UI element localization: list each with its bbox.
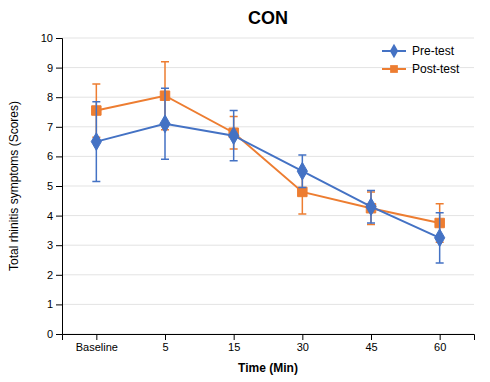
line: [96, 96, 439, 223]
y-tick-label: 0: [47, 328, 53, 340]
marker: [297, 162, 307, 180]
y-tick-mark: [56, 127, 62, 128]
x-tick: Baseline: [76, 334, 118, 353]
x-tick-mark: [96, 334, 97, 340]
x-tick: 45: [365, 334, 377, 353]
x-tick-mark: [165, 334, 166, 340]
x-tick-mark: [302, 334, 303, 340]
y-tick-mark: [56, 275, 62, 276]
y-axis: 0 1 2 3 4 5 6 7 8 9 10: [41, 32, 63, 340]
x-tick: 5: [162, 334, 168, 353]
marks: [91, 62, 445, 263]
y-tick-mark: [56, 216, 62, 217]
legend: Pre-test Post-test: [382, 44, 460, 76]
grid-line: [62, 97, 474, 98]
series: [91, 88, 445, 263]
plot: 012345678910Baseline515304560Pre-testPos…: [41, 32, 475, 353]
grid-line: [62, 156, 474, 157]
x-tick-label: Baseline: [76, 341, 118, 353]
grid-line: [62, 245, 474, 246]
x-tick-label: 45: [365, 341, 377, 353]
x-tick-label: 15: [228, 341, 240, 353]
y-tick: 9: [47, 62, 62, 74]
grid-line: [62, 126, 474, 127]
y-tick-label: 2: [47, 269, 53, 281]
y-tick-label: 3: [47, 239, 53, 251]
x-tick-label: 5: [162, 341, 168, 353]
marker: [298, 187, 307, 196]
y-tick-mark: [56, 334, 62, 335]
grid-line: [62, 38, 474, 39]
x-axis-line: [63, 335, 475, 341]
y-tick: 5: [47, 180, 62, 192]
y-tick: 2: [47, 269, 62, 281]
marker: [366, 198, 376, 216]
y-axis-title: Total rhinitis symptoms (Scores): [7, 101, 21, 271]
x-tick-label: 60: [434, 341, 446, 353]
y-tick-label: 8: [47, 91, 53, 103]
series: [92, 62, 445, 243]
y-tick-label: 5: [47, 180, 53, 192]
x-tick: 60: [434, 334, 446, 353]
legend-marker: [390, 44, 398, 58]
y-tick-mark: [56, 97, 62, 98]
x-axis-title: Time (Min): [238, 361, 298, 375]
marker: [229, 127, 239, 145]
marker: [435, 229, 445, 247]
y-tick-mark: [56, 156, 62, 157]
y-tick-mark: [56, 38, 62, 39]
y-tick-label: 10: [41, 32, 53, 44]
y-tick-label: 7: [47, 121, 53, 133]
y-tick-mark: [56, 186, 62, 187]
x-tick: 30: [297, 334, 309, 353]
legend-marker: [390, 65, 398, 73]
grid-line: [62, 215, 474, 216]
legend-item: Post-test: [382, 62, 460, 76]
grid: [62, 38, 474, 334]
marker: [91, 133, 101, 151]
title: CON: [248, 8, 288, 28]
x-tick-label: 30: [297, 341, 309, 353]
x-tick-mark: [440, 334, 441, 340]
y-tick-label: 9: [47, 62, 53, 74]
y-tick-label: 6: [47, 150, 53, 162]
chart: 012345678910Baseline515304560Pre-testPos…: [0, 0, 490, 382]
legend-label: Post-test: [412, 62, 460, 76]
legend-item: Pre-test: [382, 44, 455, 58]
x-axis: Baseline 5 15 30 45 60: [63, 334, 475, 353]
y-tick-mark: [56, 245, 62, 246]
y-tick: 3: [47, 239, 62, 251]
y-tick-mark: [56, 68, 62, 69]
y-axis-line: [56, 39, 63, 335]
grid-line: [62, 274, 474, 275]
y-tick-label: 1: [47, 298, 53, 310]
y-tick-label: 4: [47, 210, 53, 222]
y-tick: 6: [47, 150, 62, 162]
grid-line: [62, 186, 474, 187]
legend-label: Pre-test: [412, 44, 455, 58]
y-tick: 0: [47, 328, 62, 340]
y-tick: 7: [47, 121, 62, 133]
x-tick: 15: [228, 334, 240, 353]
y-tick: 10: [41, 32, 62, 44]
y-tick: 1: [47, 298, 62, 310]
y-tick: 8: [47, 91, 62, 103]
y-tick: 4: [47, 210, 62, 222]
marker: [160, 115, 170, 133]
line: [96, 124, 439, 238]
x-tick-mark: [234, 334, 235, 340]
grid-line: [62, 304, 474, 305]
y-tick-mark: [56, 304, 62, 305]
x-tick-mark: [371, 334, 372, 340]
